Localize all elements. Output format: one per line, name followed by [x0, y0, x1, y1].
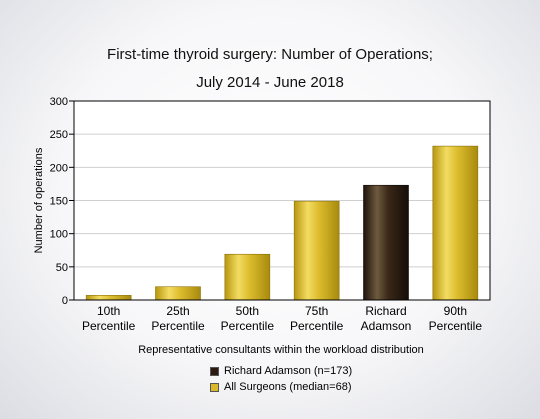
- y-tick-label: 250: [50, 129, 68, 141]
- x-tick-label: 25th: [166, 304, 189, 318]
- chart-title-line-2: July 2014 - June 2018: [196, 74, 344, 91]
- bars: [85, 145, 479, 301]
- axes: 05010015020025030010thPercentile25thPerc…: [50, 96, 491, 333]
- legend-label-all-surgeons: All Surgeons (median=68): [224, 381, 352, 393]
- y-tick-label: 100: [50, 229, 68, 241]
- x-tick-label: Richard: [365, 304, 406, 318]
- legend-swatch-surgeon: [210, 366, 219, 376]
- bar-50th-percentile: [224, 253, 271, 301]
- x-axis-title: Representative consultants within the wo…: [138, 344, 424, 356]
- plot-frame: [73, 100, 491, 301]
- legend-label-surgeon: Richard Adamson (n=173): [224, 365, 353, 377]
- x-tick-label: Percentile: [290, 319, 344, 333]
- chart-title-line-1: First-time thyroid surgery: Number of Op…: [107, 46, 433, 63]
- bar-90th-percentile: [432, 145, 479, 301]
- x-tick-label: Percentile: [429, 319, 483, 333]
- bar-75th-percentile: [293, 200, 340, 301]
- bar-richard-adamson: [363, 184, 409, 301]
- x-tick-label: Percentile: [151, 319, 205, 333]
- x-tick-label: Percentile: [221, 319, 275, 333]
- y-axis-title: Number of operations: [33, 147, 45, 253]
- x-tick-label: 90th: [444, 304, 467, 318]
- x-tick-label: 10th: [97, 304, 120, 318]
- legend-swatch-all-surgeons: [210, 382, 219, 392]
- bar-25th-percentile: [155, 286, 201, 301]
- x-tick-label: 75th: [305, 304, 328, 318]
- x-tick-label: 50th: [236, 304, 259, 318]
- y-tick-label: 300: [50, 96, 68, 108]
- legend-item-all-surgeons: All Surgeons (median=68): [210, 379, 352, 395]
- legend-item-surgeon: Richard Adamson (n=173): [210, 363, 352, 379]
- x-tick-label: Percentile: [82, 319, 136, 333]
- bar-10th-percentile: [85, 295, 132, 301]
- x-tick-label: Adamson: [361, 319, 412, 333]
- y-tick-label: 200: [50, 162, 68, 174]
- y-tick-label: 50: [56, 262, 68, 274]
- bar-chart: 05010015020025030010thPercentile25thPerc…: [33, 96, 491, 356]
- y-tick-label: 0: [62, 295, 68, 307]
- grid-lines: [74, 100, 490, 301]
- legend: Richard Adamson (n=173) All Surgeons (me…: [210, 363, 352, 395]
- y-tick-label: 150: [50, 196, 68, 208]
